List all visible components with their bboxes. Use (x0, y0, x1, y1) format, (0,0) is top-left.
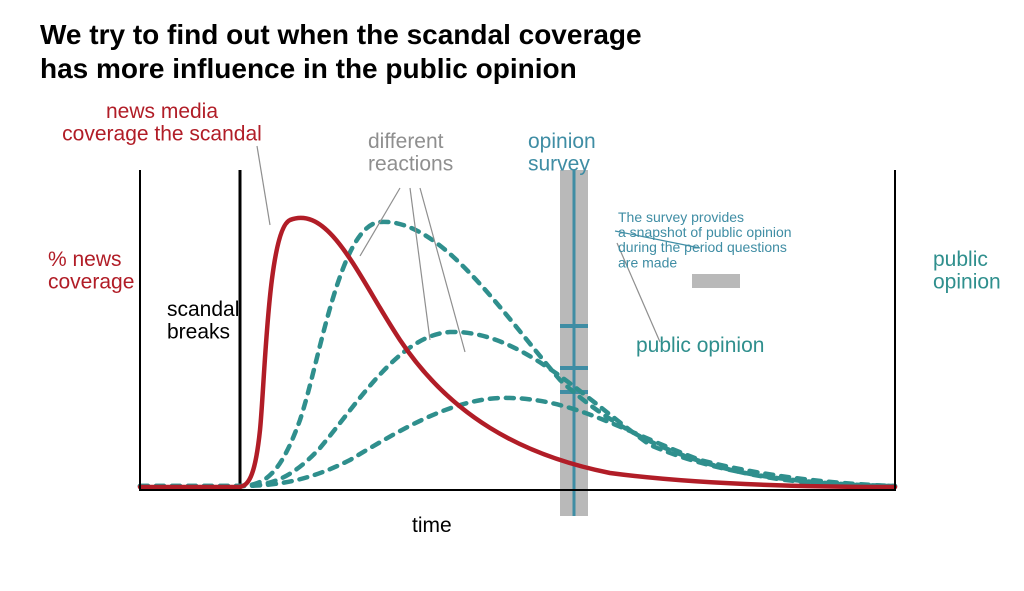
label-different: differentreactions (368, 130, 453, 176)
label-x_axis: time (412, 514, 452, 537)
label-y_right: publicopinion (933, 248, 1001, 294)
leader-lines (257, 146, 660, 352)
reaction-curve-1 (140, 222, 895, 486)
label-news_media: news mediacoverage the scandal (62, 100, 262, 146)
label-opinion_survey: opinionsurvey (528, 130, 596, 176)
label-y_left: % newscoverage (48, 248, 134, 294)
label-public_opinion: public opinion (636, 334, 764, 357)
labels-group: news mediacoverage the scandal differentr… (48, 100, 1001, 537)
label-survey_note: The survey providesa snapshot of public … (618, 209, 792, 270)
label-scandal_breaks: scandalbreaks (167, 298, 239, 344)
diagram: news mediacoverage the scandal differentr… (0, 0, 1024, 591)
news-coverage-curve (140, 218, 895, 487)
survey-note-grey-swatch (692, 274, 740, 288)
